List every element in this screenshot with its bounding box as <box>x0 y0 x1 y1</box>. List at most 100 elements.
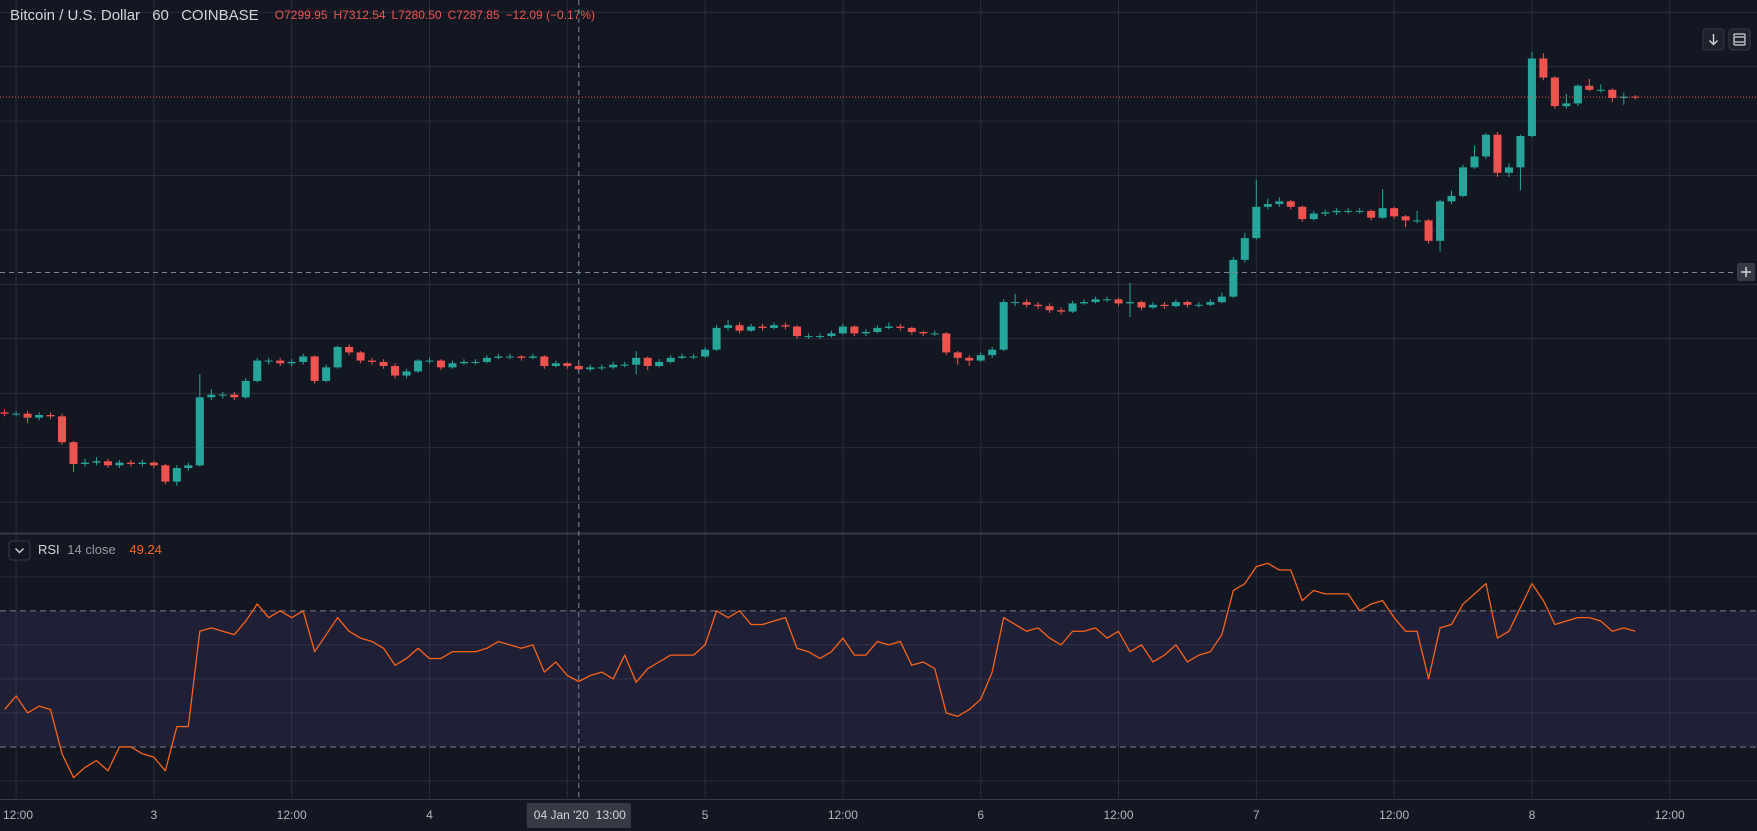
candle-body <box>436 360 445 368</box>
candle-body <box>850 326 859 334</box>
candle-body <box>1309 213 1318 220</box>
candle-body <box>873 327 882 332</box>
candle-body <box>69 442 78 464</box>
candle-body <box>965 357 974 361</box>
fullscreen-button[interactable] <box>1728 28 1751 51</box>
candle-body <box>838 326 847 334</box>
candle-body <box>1148 304 1157 308</box>
rsi-params: 14 close <box>67 542 115 557</box>
candle-body <box>1252 206 1261 239</box>
candle-body <box>482 357 491 362</box>
candle-body <box>942 333 951 353</box>
crosshair-label-box <box>526 803 631 828</box>
x-tick-label: 12:00 <box>1655 808 1685 822</box>
x-tick-label: 12:00 <box>277 808 307 822</box>
exchange: COINBASE <box>181 7 259 24</box>
header: Bitcoin / U.S. Dollar 60 COINBASE O7299.… <box>10 7 595 24</box>
rsi-name: RSI <box>38 542 60 557</box>
candle-body <box>149 462 158 466</box>
collapse-button[interactable] <box>8 540 31 561</box>
candle-body <box>1493 134 1502 173</box>
x-tick-label: 7 <box>1253 808 1260 822</box>
chevron-icon <box>15 548 24 554</box>
candle-body <box>804 336 813 338</box>
candle-body <box>781 325 790 327</box>
candle-body <box>678 356 687 358</box>
candle-body <box>815 336 824 338</box>
candle-body <box>1504 167 1513 173</box>
rsi-legend: RSI 14 close 49.24 <box>38 542 162 557</box>
candle-body <box>919 331 928 334</box>
candle-body <box>1114 299 1123 304</box>
candle-body <box>1585 85 1594 90</box>
candle-body <box>930 333 939 335</box>
candle-body <box>230 394 239 398</box>
candle-body <box>1125 302 1135 304</box>
candle-body <box>322 367 331 381</box>
candle-body <box>1022 302 1031 305</box>
candle-body <box>827 333 836 337</box>
candle-body <box>459 361 468 364</box>
candle-body <box>12 413 21 415</box>
candle-body <box>92 461 101 463</box>
candle-body <box>276 360 285 364</box>
candle-body <box>161 465 170 482</box>
candle-body <box>1367 210 1376 218</box>
candle-body <box>1229 259 1238 297</box>
candle-body <box>769 325 779 328</box>
candle-body <box>1436 201 1445 241</box>
rsi-line <box>4 562 1636 779</box>
scroll-icon <box>1709 34 1718 46</box>
candle-body <box>264 360 273 362</box>
x-tick-label: 5 <box>702 808 709 822</box>
candle-body <box>287 361 296 364</box>
candle-body <box>448 363 457 368</box>
candle-body <box>345 346 354 353</box>
candle-body <box>1183 302 1192 305</box>
candle-body <box>1034 304 1043 307</box>
ohlc-value: L7280.50 <box>392 8 442 22</box>
candle-body <box>1068 303 1077 312</box>
candle-body <box>1263 204 1272 207</box>
candle-body <box>103 461 112 466</box>
candle-body <box>184 465 193 469</box>
candle-body <box>1091 299 1100 303</box>
x-tick-label: 4 <box>426 808 433 822</box>
candle-body <box>724 325 733 328</box>
interval: 60 <box>152 7 169 24</box>
candle-body <box>1240 238 1249 260</box>
crosshair-date: 04 Jan '20 <box>534 808 589 822</box>
x-tick-label: 8 <box>1529 808 1536 822</box>
candle-body <box>1378 208 1387 218</box>
candle-body <box>1298 206 1307 220</box>
x-tick-label: 12:00 <box>1379 808 1409 822</box>
candle-body <box>609 364 618 368</box>
candle-body <box>1275 201 1284 205</box>
candle-body <box>46 414 55 417</box>
x-tick-label: 12:00 <box>1103 808 1133 822</box>
candle-body <box>643 357 652 367</box>
candle-body <box>1194 304 1203 306</box>
candle-body <box>1206 302 1215 305</box>
candle-body <box>574 366 583 370</box>
candle-body <box>1057 310 1066 312</box>
candle-body <box>35 414 44 418</box>
x-tick-label: 3 <box>151 808 158 822</box>
candle-body <box>1011 302 1020 304</box>
candle-body <box>528 356 537 358</box>
candle-body <box>666 357 675 362</box>
candle-body <box>540 356 549 367</box>
candle-body <box>195 397 204 466</box>
candle-body <box>758 326 767 328</box>
candle-body <box>563 363 572 367</box>
candle-body <box>1596 89 1605 91</box>
candle-body <box>413 360 423 372</box>
candle-body <box>1539 58 1548 78</box>
x-tick-label: 12:00 <box>828 808 858 822</box>
candle-body <box>80 462 89 464</box>
symbol: Bitcoin / U.S. Dollar <box>10 7 140 24</box>
candle-body <box>976 355 985 361</box>
candle-body <box>620 364 629 366</box>
candle-body <box>126 462 135 464</box>
